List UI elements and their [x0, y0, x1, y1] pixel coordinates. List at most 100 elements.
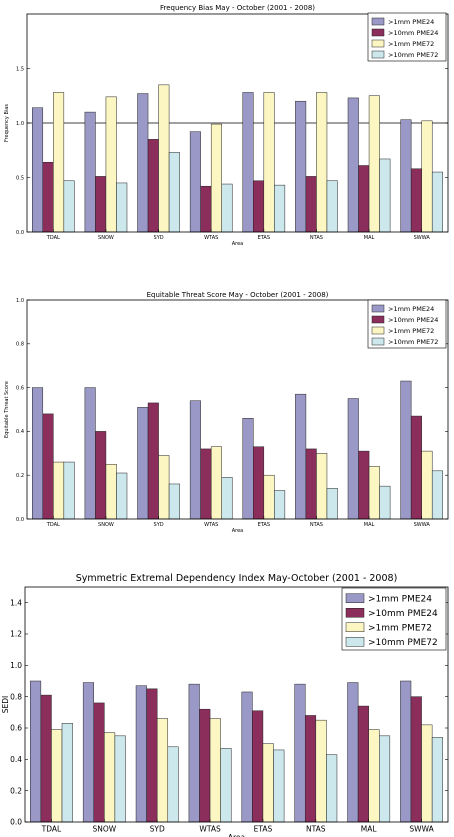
bar-2-3: [167, 746, 179, 823]
bar-7-0: [400, 380, 412, 520]
bar-7-3: [431, 737, 443, 823]
y-tick-label: 0.4: [16, 429, 24, 435]
legend-swatch-3: [371, 337, 385, 346]
y-tick-label: 1.0: [16, 121, 24, 127]
legend-label-2: >1mm PME72: [368, 623, 432, 633]
x-tick-label: WTAS: [199, 825, 221, 834]
y-axis-label: Frequency Bias: [4, 104, 10, 142]
bar-2-1: [147, 139, 159, 233]
bar-7-3: [431, 470, 443, 520]
bar-5-2: [316, 453, 328, 520]
x-axis-label: Area: [232, 528, 244, 534]
bar-1-1: [95, 431, 107, 520]
y-tick-label: 0.0: [16, 517, 24, 523]
bar-0-0: [30, 680, 42, 823]
x-tick-label: SNOW: [98, 522, 114, 528]
bar-3-2: [210, 446, 222, 520]
bar-5-2: [315, 719, 327, 823]
x-tick-label: ETAS: [258, 522, 270, 528]
y-tick-label: 1.0: [10, 661, 22, 670]
bar-7-2: [421, 450, 433, 520]
bar-2-2: [156, 718, 169, 823]
y-tick-label: 1.5: [16, 66, 24, 72]
bar-6-1: [357, 705, 369, 823]
bar-6-3: [379, 485, 391, 520]
x-tick-label: MAL: [364, 522, 375, 528]
bar-3-0: [189, 131, 201, 233]
bar-1-1: [95, 176, 107, 233]
bar-4-3: [274, 184, 286, 233]
x-axis-label: Area: [232, 241, 244, 247]
bar-2-1: [147, 402, 159, 520]
bar-6-2: [368, 466, 380, 520]
x-tick-label: TDAL: [46, 522, 60, 528]
legend-label-3: >10mm PME72: [368, 638, 438, 648]
bar-2-0: [137, 93, 149, 233]
x-tick-label: TDAL: [46, 235, 60, 241]
x-tick-label: SWWA: [414, 235, 431, 241]
bar-7-1: [410, 168, 422, 233]
x-tick-label: SYD: [154, 522, 164, 528]
x-tick-label: SWWA: [409, 825, 434, 834]
bar-3-2: [209, 718, 221, 823]
bar-6-0: [347, 398, 359, 520]
legend-swatch-0: [371, 304, 385, 313]
chart-panel-2: Equitable Threat Score May - October (20…: [4, 291, 449, 534]
bar-3-3: [220, 748, 232, 823]
x-tick-label: SYD: [154, 235, 164, 241]
bar-0-3: [63, 180, 75, 233]
bar-4-1: [252, 710, 264, 823]
bar-7-3: [431, 171, 443, 233]
bar-6-0: [347, 97, 359, 233]
y-tick-label: 0.8: [10, 692, 22, 701]
chart-title: Frequency Bias May - October (2001 - 200…: [160, 4, 315, 12]
bar-5-3: [326, 180, 338, 233]
bar-4-0: [241, 691, 253, 823]
bar-1-1: [93, 702, 105, 823]
bar-2-3: [168, 152, 180, 233]
bar-4-1: [253, 180, 265, 233]
plot-frame: [26, 299, 449, 520]
bar-1-3: [116, 472, 128, 520]
bar-5-3: [326, 488, 338, 520]
bar-4-0: [242, 418, 254, 520]
bar-6-0: [347, 682, 359, 823]
y-tick-label: 0.2: [16, 473, 24, 479]
bar-2-1: [146, 688, 158, 823]
bar-7-2: [421, 120, 433, 233]
x-tick-label: NTAS: [310, 235, 323, 241]
legend-swatch-1: [371, 315, 385, 324]
y-tick-label: 1.4: [10, 598, 22, 607]
x-tick-label: SWWA: [414, 522, 431, 528]
bar-7-1: [410, 696, 422, 823]
bar-0-2: [53, 461, 65, 520]
bar-7-1: [410, 415, 422, 520]
bar-4-1: [253, 446, 265, 520]
plot-frame: [26, 13, 449, 233]
bar-0-2: [51, 729, 63, 823]
legend-label-2: >1mm PME72: [388, 40, 434, 48]
legend-swatch-1: [345, 608, 365, 618]
bar-0-1: [40, 694, 52, 823]
x-tick-label: NTAS: [306, 825, 326, 834]
bar-7-0: [400, 119, 412, 233]
chart-title: Symmetric Extremal Dependency Index May-…: [76, 573, 398, 584]
x-tick-label: WTAS: [204, 522, 218, 528]
bar-0-1: [42, 161, 54, 233]
y-axis-label: Equitable Threat Score: [4, 381, 10, 438]
legend-swatch-2: [371, 326, 385, 335]
bar-1-3: [114, 735, 126, 823]
bar-6-2: [368, 95, 380, 233]
bar-5-0: [295, 100, 307, 233]
bar-1-2: [105, 96, 117, 233]
bar-6-3: [379, 735, 391, 823]
y-tick-label: 0.6: [10, 724, 22, 733]
bar-2-0: [137, 407, 149, 520]
bar-5-1: [304, 715, 317, 823]
chart-title: Equitable Threat Score May - October (20…: [147, 291, 329, 299]
legend-swatch-0: [371, 17, 385, 26]
bar-4-3: [274, 490, 286, 520]
bar-5-0: [294, 683, 306, 823]
legend: >1mm PME24 >10mm PME24 >1mm PME72 >10mm PME…: [367, 12, 447, 62]
bar-4-3: [273, 749, 285, 823]
